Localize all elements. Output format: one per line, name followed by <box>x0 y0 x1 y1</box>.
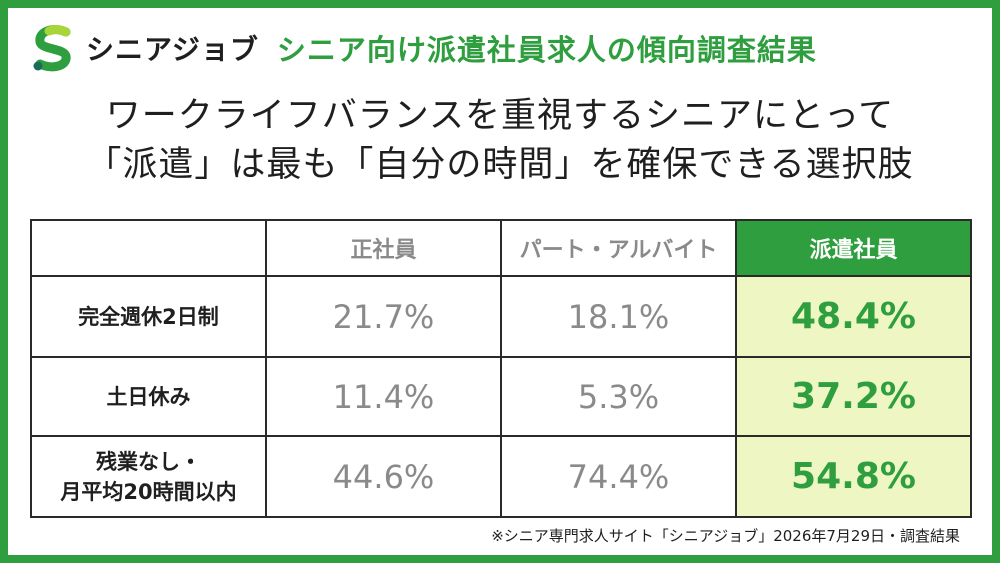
source-footnote: ※シニア専門求人サイト「シニアジョブ」2026年7月29日・調査結果 <box>491 527 960 545</box>
highlight-value-cell: 54.8% <box>735 435 972 518</box>
value-cell: 18.1% <box>500 275 737 358</box>
row-label-line: 月平均20時間以内 <box>60 479 237 504</box>
value-cell: 74.4% <box>500 435 737 518</box>
row-label: 土日休み <box>30 356 267 437</box>
header-cell-part-time: パート・アルバイト <box>500 219 737 277</box>
report-subtitle: シニア向け派遣社員求人の傾向調査結果 <box>276 33 817 67</box>
header-cell-corner <box>30 219 267 277</box>
value-cell: 21.7% <box>265 275 502 358</box>
header-cell-haken: 派遣社員 <box>735 219 972 277</box>
logo-s-icon <box>33 25 71 72</box>
headline-line-2: 「派遣」は最も「自分の時間」を確保できる選択肢 <box>86 145 914 185</box>
header-cell-seishain: 正社員 <box>265 219 502 277</box>
row-label-line: 残業なし・ <box>96 449 201 474</box>
row-label: 完全週休2日制 <box>30 275 267 358</box>
header: シニアジョブ シニア向け派遣社員求人の傾向調査結果 <box>30 22 817 74</box>
value-cell: 11.4% <box>265 356 502 437</box>
value-cell: 44.6% <box>265 435 502 518</box>
highlight-value-cell: 37.2% <box>735 356 972 437</box>
highlight-value-cell: 48.4% <box>735 275 972 358</box>
row-label: 残業なし・ 月平均20時間以内 <box>30 435 267 518</box>
table-row: 完全週休2日制 21.7% 18.1% 48.4% <box>30 275 972 358</box>
value-cell: 5.3% <box>500 356 737 437</box>
brand-name: シニアジョブ <box>86 33 259 66</box>
headline: ワークライフバランスを重視するシニアにとって 「派遣」は最も「自分の時間」を確保… <box>0 92 1000 190</box>
comparison-table: 正社員 パート・アルバイト 派遣社員 完全週休2日制 21.7% 18.1% 4… <box>30 219 972 518</box>
headline-line-1: ワークライフバランスを重視するシニアにとって <box>105 96 895 136</box>
table-header-row: 正社員 パート・アルバイト 派遣社員 <box>30 219 972 277</box>
row-label-line: 完全週休2日制 <box>78 304 219 329</box>
table-row: 土日休み 11.4% 5.3% 37.2% <box>30 356 972 437</box>
table-row: 残業なし・ 月平均20時間以内 44.6% 74.4% 54.8% <box>30 435 972 518</box>
row-label-line: 土日休み <box>106 384 191 409</box>
